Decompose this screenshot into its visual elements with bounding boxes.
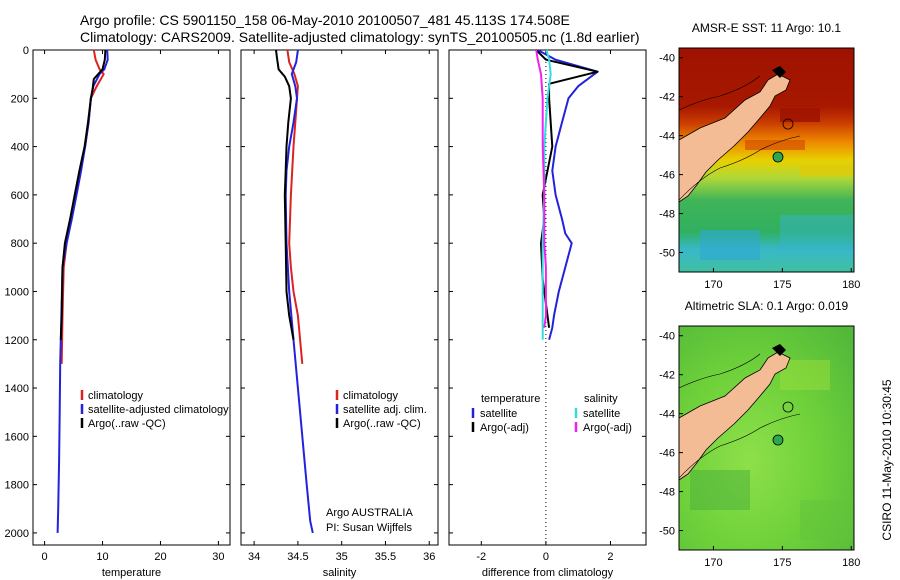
depth-tick-label: 200: [11, 93, 29, 105]
diff-legend-label: Argo(-adj): [480, 422, 529, 434]
depth-tick-label: 800: [11, 238, 29, 250]
diff-legend-label: satellite: [583, 408, 620, 420]
argo-position-marker-sla: [772, 434, 784, 446]
temperature-legend-label: climatology: [88, 390, 144, 402]
sla_map-ytick-label: -46: [659, 448, 675, 460]
depth-tick-label: 1600: [5, 431, 29, 443]
salinity-xlabel: salinity: [323, 567, 357, 579]
new-zealand-land-sla: [679, 351, 791, 481]
new-zealand-land: [679, 73, 791, 203]
temperature-xtick-label: 30: [212, 551, 224, 563]
salinity-panel: [240, 49, 439, 546]
climatology-subtitle: Climatology: CARS2009. Satellite-adjuste…: [80, 29, 640, 45]
temperature-series-satellite-adjusted-climatology: [56, 49, 109, 533]
diff-legend-label: satellite: [480, 408, 517, 420]
sst_map-ytick-label: -48: [659, 209, 675, 221]
sst_map-xtick-label: 175: [773, 279, 791, 291]
sst_map-ytick-label: -40: [659, 53, 675, 65]
sla_map-ytick-label: -42: [659, 370, 675, 382]
difference-xlabel: difference from climatology: [482, 567, 614, 579]
sla_map-ytick-label: -44: [659, 409, 675, 421]
argo-position-marker: [772, 151, 784, 163]
sla_map-ytick-label: -50: [659, 526, 675, 538]
sla_map-title: Altimetric SLA: 0.1 Argo: 0.019: [685, 299, 849, 313]
sst_map-ytick-label: -46: [659, 170, 675, 182]
pi-label: PI: Susan Wijffels: [326, 522, 412, 534]
sst_map-xtick-label: 170: [704, 279, 722, 291]
temperature-legend-label: Argo(..raw -QC): [88, 418, 166, 430]
salinity-legend-label: Argo(..raw -QC): [343, 418, 421, 430]
difference-xtick-label: 2: [607, 551, 613, 563]
sst_map-ytick-label: -42: [659, 92, 675, 104]
depth-tick-label: 2000: [5, 528, 29, 540]
timestamp-side-label: CSIRO 11-May-2010 10:30:45: [880, 379, 894, 541]
salinity-xtick-label: 35.5: [375, 551, 396, 563]
salinity-xtick-label: 34: [248, 551, 260, 563]
temperature-legend-label: satellite-adjusted climatology: [88, 404, 229, 416]
salinity-xtick-label: 35: [336, 551, 348, 563]
salinity-xtick-label: 36: [423, 551, 435, 563]
sst_map-ytick-label: -44: [659, 131, 675, 143]
diff-legend-label: Argo(-adj): [583, 422, 632, 434]
diff-legend-title-salinity: salinity: [584, 393, 618, 405]
profile-title: Argo profile: CS 5901150_158 06-May-2010…: [80, 12, 570, 28]
depth-tick-label: 1400: [5, 383, 29, 395]
diff-legend-title-temperature: temperature: [481, 393, 540, 405]
difference-series-satellite: [537, 49, 599, 341]
salinity-xtick-label: 34.5: [287, 551, 308, 563]
depth-tick-label: 0: [23, 45, 29, 57]
sst_map-title: AMSR-E SST: 11 Argo: 10.1: [692, 21, 842, 35]
sst_map-xtick-label: 180: [842, 279, 860, 291]
institution-label: Argo AUSTRALIA: [326, 507, 413, 519]
difference-series-argo--adj-: [535, 49, 547, 328]
salinity-series-argo---raw--qc-: [275, 49, 295, 340]
sst-map-panel: [678, 47, 855, 273]
depth-tick-label: 400: [11, 142, 29, 154]
temperature-xtick-label: 10: [96, 551, 108, 563]
sla-map-panel: [678, 325, 855, 551]
difference-panel: [448, 49, 647, 546]
sla_map-ytick-label: -40: [659, 331, 675, 343]
sla_map-xtick-label: 175: [773, 557, 791, 569]
sla_map-xtick-label: 170: [704, 557, 722, 569]
salinity-legend-label: climatology: [343, 390, 399, 402]
temperature-series-argo---raw--qc-: [59, 49, 107, 340]
salinity-series-climatology: [286, 49, 304, 364]
depth-tick-label: 1200: [5, 335, 29, 347]
temperature-xtick-label: 0: [42, 551, 48, 563]
sst_map-ytick-label: -50: [659, 248, 675, 260]
difference-xtick-label: -2: [476, 551, 486, 563]
depth-tick-label: 1000: [5, 286, 29, 298]
depth-tick-label: 1800: [5, 480, 29, 492]
temperature-panel: [32, 49, 231, 546]
difference-xtick-label: 0: [543, 551, 549, 563]
sla_map-ytick-label: -48: [659, 487, 675, 499]
temperature-xtick-label: 20: [154, 551, 166, 563]
depth-tick-label: 600: [11, 190, 29, 202]
temperature-xlabel: temperature: [102, 567, 161, 579]
salinity-legend-label: satellite adj. clim.: [343, 404, 427, 416]
sla_map-xtick-label: 180: [842, 557, 860, 569]
